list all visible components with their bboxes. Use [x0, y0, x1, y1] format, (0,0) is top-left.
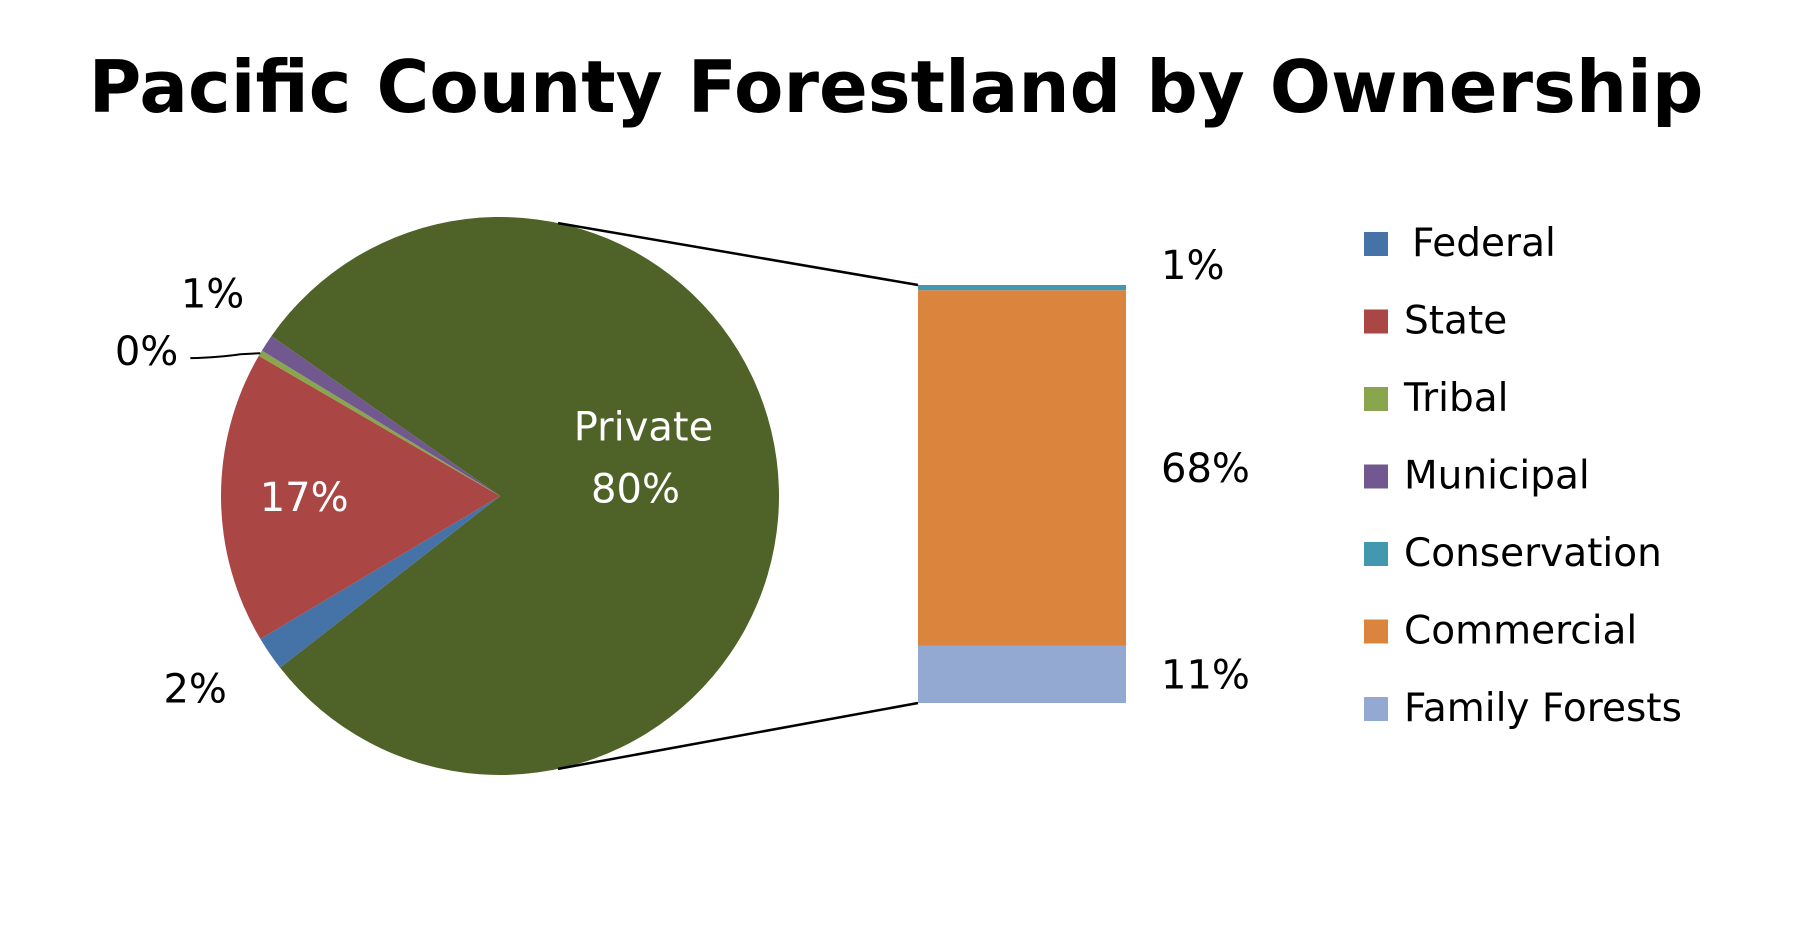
bar-segment-conservation	[918, 285, 1126, 291]
legend-swatch-tribal	[1364, 387, 1388, 411]
legend-label-tribal: Tribal	[1403, 376, 1508, 421]
pie-slice-federal	[260, 496, 500, 668]
legend-swatch-family-forests	[1364, 697, 1388, 721]
legend-swatch-commercial	[1364, 619, 1388, 644]
pie-label-tribal: 0%	[115, 329, 178, 375]
legend-swatch-municipal	[1364, 464, 1388, 489]
pie-slice-private	[271, 217, 779, 776]
legend-label-conservation: Conservation	[1404, 531, 1662, 576]
bar-label-family-forests: 11%	[1161, 652, 1250, 698]
connector-line-bottom	[557, 701, 919, 771]
stacked-bar: 11% 68% 1%	[918, 243, 1250, 703]
pie-label-federal: 2%	[163, 666, 226, 712]
legend-label-municipal: Municipal	[1404, 454, 1590, 499]
pie-label-private: 80%	[591, 467, 680, 513]
pie-slice-tribal	[258, 350, 500, 496]
bar-label-commercial: 68%	[1161, 446, 1250, 492]
legend-swatch-conservation	[1364, 542, 1388, 566]
pie: 2% 17% 0%1% Private 80%	[115, 217, 779, 776]
legend-swatch-federal	[1364, 232, 1388, 256]
leader-line-tribal	[190, 352, 261, 360]
legend-label-federal: Federal	[1412, 221, 1556, 266]
pie-label-municipal: 1%	[181, 272, 244, 318]
connector-lines	[557, 221, 919, 771]
pie-slice-state	[220, 355, 500, 639]
bar-segment-family-forests	[918, 645, 1126, 703]
legend-label-state: State	[1404, 299, 1507, 344]
pie-slice-municipal	[261, 335, 500, 496]
bar-label-conservation: 1%	[1161, 243, 1224, 289]
pie-label-state: 17%	[260, 475, 349, 521]
pie-label-private-name: Private	[574, 405, 713, 451]
connector-line-top	[557, 221, 919, 287]
legend-label-family-forests: Family Forests	[1404, 686, 1682, 731]
legend-label-commercial: Commercial	[1404, 609, 1637, 654]
legend: Federal State Tribal Municipal Conservation C…	[1364, 221, 1682, 731]
chart-title: Pacific County Forestland by Ownership	[89, 45, 1704, 129]
legend-swatch-state	[1364, 309, 1388, 334]
bar-segment-commercial	[918, 290, 1126, 646]
